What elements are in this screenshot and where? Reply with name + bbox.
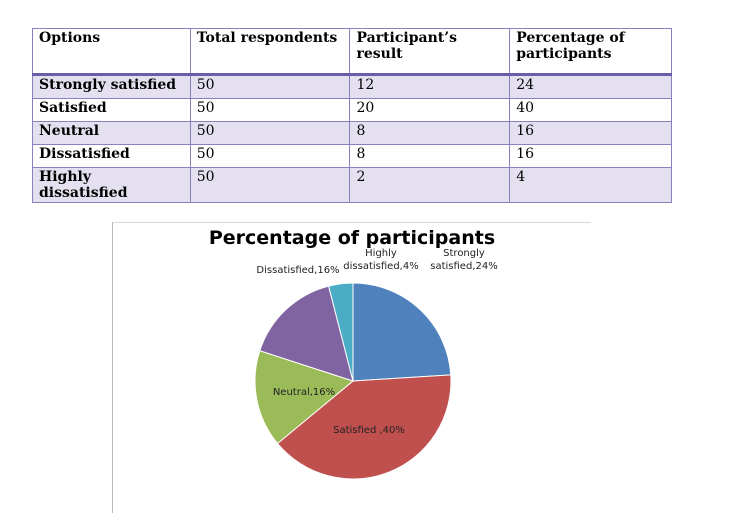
cell-result: 8: [349, 121, 511, 145]
data-label-strongly-satisfied: Strongly satisfied,24%: [430, 248, 497, 272]
data-label-highly-dissatisfied: Highly dissatisfied,4%: [343, 248, 418, 272]
data-label-dissatisfied: Dissatisfied,16%: [256, 265, 339, 276]
cell-option: Dissatisfied: [32, 144, 191, 168]
table-row: Highly dissatisfied 50 2 4: [32, 167, 672, 203]
header-participants-result: Participant’s result: [349, 28, 511, 75]
cell-result: 12: [349, 74, 511, 99]
chart-title: Percentage of participants: [208, 227, 496, 249]
table-row: Dissatisfied 50 8 16: [32, 144, 672, 168]
cell-percentage: 16: [509, 144, 672, 168]
cell-total: 50: [189, 74, 351, 99]
pie-chart-area: Strongly satisfied,24% Satisfied ,40% Neutr…: [112, 222, 591, 513]
table-row: Neutral 50 8 16: [32, 121, 672, 145]
cell-percentage: 16: [509, 121, 672, 145]
cell-total: 50: [189, 167, 351, 203]
data-label-neutral: Neutral,16%: [273, 387, 335, 398]
header-total-respondents: Total respondents: [189, 28, 351, 75]
pie-slice-neutral: [254, 350, 355, 445]
cell-total: 50: [189, 144, 351, 168]
cell-option: Strongly satisfied: [32, 74, 191, 99]
cell-percentage: 4: [509, 167, 672, 203]
cell-percentage: 40: [509, 98, 672, 122]
pie-slice-highly-dissatisfied: [328, 282, 354, 382]
table-row: Satisfied 50 20 40: [32, 98, 672, 122]
table-header-row: Options Total respondents Participant’s …: [32, 28, 672, 75]
table-row: Strongly satisfied 50 12 24: [32, 74, 672, 99]
pie-chart: Strongly satisfied,24% Satisfied ,40% Neutr…: [254, 248, 498, 480]
pie-slice-satisfied: [276, 374, 452, 480]
cell-result: 20: [349, 98, 511, 122]
results-table: Options Total respondents Participant’s …: [32, 28, 672, 203]
header-options: Options: [32, 28, 191, 75]
cell-option: Neutral: [32, 121, 191, 145]
cell-result: 2: [349, 167, 511, 203]
cell-result: 8: [349, 144, 511, 168]
cell-total: 50: [189, 121, 351, 145]
cell-option: Satisfied: [32, 98, 191, 122]
cell-percentage: 24: [509, 74, 672, 99]
pie-slice-strongly-satisfied: [352, 282, 452, 382]
data-label-satisfied: Satisfied ,40%: [333, 425, 405, 436]
pie-slice-dissatisfied: [259, 285, 354, 382]
header-percentage: Percentage of participants: [509, 28, 672, 75]
cell-total: 50: [189, 98, 351, 122]
cell-option: Highly dissatisfied: [32, 167, 191, 203]
